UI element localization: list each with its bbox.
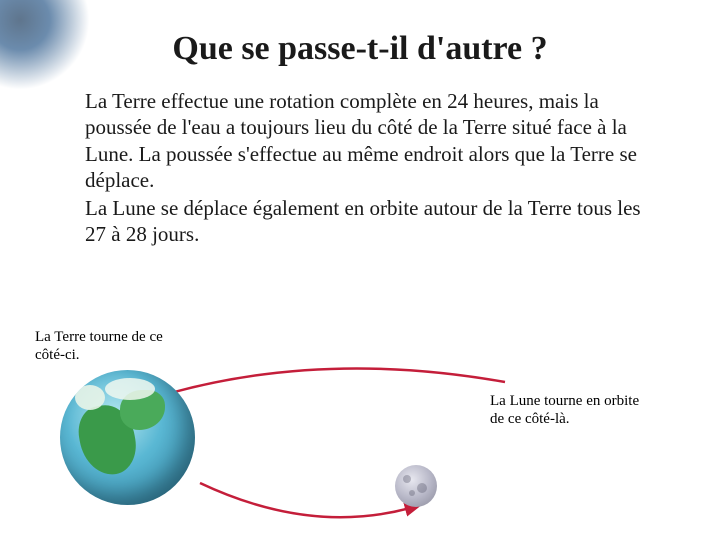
paragraph-2: La Lune se déplace également en orbite a… [85,195,660,248]
moon-globe [395,465,437,507]
crater-shape [417,483,427,493]
crater-shape [403,475,411,483]
earth-globe [60,370,195,505]
moon-icon [395,465,437,507]
paragraph-1: La Terre effectue une rotation complète … [85,88,660,193]
earth-moon-diagram [30,360,590,530]
earth-icon [60,370,195,505]
corner-glow-decoration [0,0,90,90]
ice-cap-shape [105,378,155,400]
page-title: Que se passe-t-il d'autre ? [0,0,720,88]
crater-shape [409,490,415,496]
earth-caption: La Terre tourne de ce côté-ci. [35,328,180,364]
ice-cap-shape [75,385,105,410]
body-text: La Terre effectue une rotation complète … [85,88,660,248]
